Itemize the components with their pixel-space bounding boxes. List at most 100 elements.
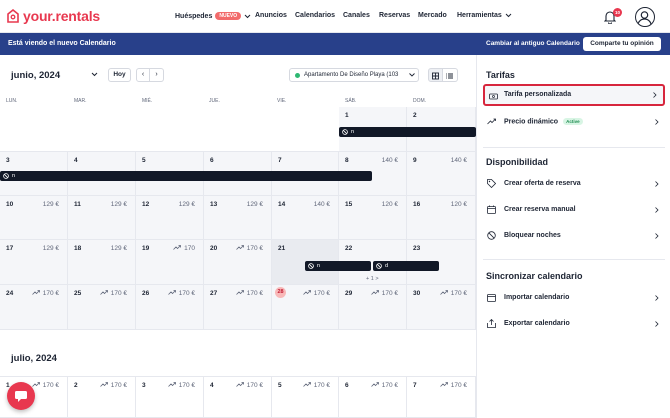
chevron-right-icon — [655, 207, 659, 213]
chevron-right-icon — [653, 92, 657, 98]
day-number: 1 — [6, 382, 10, 389]
today-button[interactable]: Hoy — [108, 68, 131, 82]
notification-count-badge: 10 — [613, 8, 622, 17]
nav-guests[interactable]: Huéspedes NUEVO — [175, 12, 251, 20]
list-icon — [446, 73, 453, 79]
brand-logo[interactable]: your.rentals — [7, 8, 100, 24]
calendar-day-cell[interactable]: 25 170 € — [68, 285, 136, 330]
chat-launcher-button[interactable] — [7, 382, 35, 410]
calendar-day-cell[interactable]: 14 140 € — [272, 196, 339, 240]
import-calendar-item[interactable]: Importar calendario — [483, 287, 665, 309]
calendar-day-cell[interactable]: 7 170 € — [407, 376, 476, 418]
trend-up-icon — [302, 382, 311, 387]
day-price: 129 € — [178, 201, 195, 208]
prev-month-button[interactable]: ‹ — [136, 68, 150, 82]
day-number: 7 — [413, 382, 417, 389]
calendar-day-cell[interactable]: 26 170 € — [136, 285, 204, 330]
chevron-down-icon[interactable] — [91, 72, 98, 77]
day-number: 9 — [413, 157, 417, 164]
day-price: 170 — [173, 245, 195, 252]
day-price: 170 € — [302, 382, 330, 389]
calendar-day-cell[interactable]: 13 129 € — [204, 196, 272, 240]
reservation-bar[interactable]: n — [305, 261, 371, 271]
calendar-day-cell[interactable]: 20 170 € — [204, 240, 272, 285]
trend-up-icon — [167, 290, 176, 295]
section-title-rates: Tarifas — [486, 70, 515, 80]
calendar-day-cell[interactable]: 9 140 € — [407, 152, 476, 196]
calendar-day-cell[interactable]: 10 129 € — [0, 196, 68, 240]
day-number: 20 — [210, 245, 218, 252]
import-icon — [487, 294, 496, 302]
nav-channels[interactable]: Canales — [343, 12, 370, 19]
calendar-day-cell[interactable]: 4 170 € — [204, 376, 272, 418]
next-month-button[interactable]: › — [150, 68, 164, 82]
blocked-icon — [308, 263, 314, 269]
day-price-value: 170 € — [246, 382, 263, 389]
nav-calendars[interactable]: Calendarios — [295, 12, 336, 19]
user-avatar[interactable] — [635, 7, 655, 27]
day-number: 6 — [345, 382, 349, 389]
reservation-bar[interactable]: n — [0, 171, 372, 181]
nav-market[interactable]: Mercado — [418, 12, 447, 19]
calendar-day-cell[interactable]: 27 170 € — [204, 285, 272, 330]
day-price: 129 € — [246, 201, 263, 208]
calendar-day-cell[interactable]: 30 170 € — [407, 285, 476, 330]
today-marker: 28 — [275, 287, 286, 298]
day-number: 6 — [210, 157, 214, 164]
trend-up-icon — [167, 382, 176, 387]
nav-listings[interactable]: Anuncios — [255, 12, 287, 19]
calendar-day-cell[interactable]: 29 170 € — [339, 285, 407, 330]
calendar-day-cell[interactable]: 19 170 — [136, 240, 204, 285]
reservation-bar[interactable]: n — [339, 127, 476, 137]
day-number: 24 — [6, 290, 14, 297]
day-number: 29 — [345, 290, 353, 297]
calendar-day-cell[interactable]: 12 129 € — [136, 196, 204, 240]
more-reservations-link[interactable]: + 1 > — [366, 276, 379, 282]
export-calendar-item[interactable]: Exportar calendario — [483, 313, 665, 335]
nav-reservations[interactable]: Reservas — [379, 12, 411, 19]
switch-old-calendar-link[interactable]: Cambiar al antiguo Calendario — [486, 40, 580, 47]
day-number: 15 — [345, 201, 353, 208]
reservation-bar[interactable]: d — [373, 261, 439, 271]
create-manual-reservation-item[interactable]: Crear reserva manual — [483, 199, 665, 221]
reservation-bar-label: n — [12, 173, 16, 179]
dynamic-price-item[interactable]: Precio dinámico Active — [483, 111, 665, 133]
custom-rate-item[interactable]: Tarifa personalizada — [483, 84, 665, 106]
new-calendar-banner: Está viendo el nuevo Calendario Cambiar … — [0, 33, 670, 55]
list-view-button[interactable] — [443, 68, 458, 82]
day-price: 170 € — [167, 382, 195, 389]
calendar-day-cell[interactable]: 5 170 € — [272, 376, 339, 418]
calendar-day-cell[interactable]: 11 129 € — [68, 196, 136, 240]
day-price: 129 € — [42, 201, 59, 208]
calendar-day-cell[interactable]: 16 120 € — [407, 196, 476, 240]
day-price-value: 170 € — [313, 382, 330, 389]
calendar-day-cell[interactable]: 3 170 € — [136, 376, 204, 418]
nav-tools[interactable]: Herramientas — [457, 12, 512, 19]
weekday-header: MIÉ. — [142, 98, 153, 104]
bell-icon[interactable] — [604, 10, 616, 24]
block-nights-item[interactable]: Bloquear noches — [483, 225, 665, 247]
new-badge: NUEVO — [215, 12, 242, 20]
calendar-day-cell[interactable]: 24 170 € — [0, 285, 68, 330]
create-offer-item[interactable]: Crear oferta de reserva — [483, 173, 665, 195]
active-badge: Active — [563, 118, 583, 125]
reservation-bar-label: d — [385, 263, 389, 269]
blocked-icon — [3, 173, 9, 179]
day-price: 170 € — [439, 382, 467, 389]
property-select[interactable]: Apartamento De Diseño Playa (103 — [289, 68, 419, 82]
calendar-day-cell[interactable]: 28 170 € — [272, 285, 339, 330]
trend-up-icon — [439, 382, 448, 387]
day-number: 13 — [210, 201, 218, 208]
day-number: 26 — [142, 290, 150, 297]
calendar-day-cell[interactable]: 6 170 € — [339, 376, 407, 418]
calendar-day-cell[interactable]: 15 120 € — [339, 196, 407, 240]
day-price: 129 € — [42, 245, 59, 252]
calendar-day-cell[interactable]: 18 129 € — [68, 240, 136, 285]
calendar-day-cell[interactable]: 17 129 € — [0, 240, 68, 285]
feedback-button[interactable]: Comparte tu opinión — [583, 37, 661, 51]
user-icon — [637, 11, 652, 26]
day-price-value: 170 € — [110, 382, 127, 389]
section-title-sync: Sincronizar calendario — [486, 271, 583, 281]
calendar-day-cell[interactable]: 2 170 € — [68, 376, 136, 418]
grid-view-button[interactable] — [428, 68, 443, 82]
